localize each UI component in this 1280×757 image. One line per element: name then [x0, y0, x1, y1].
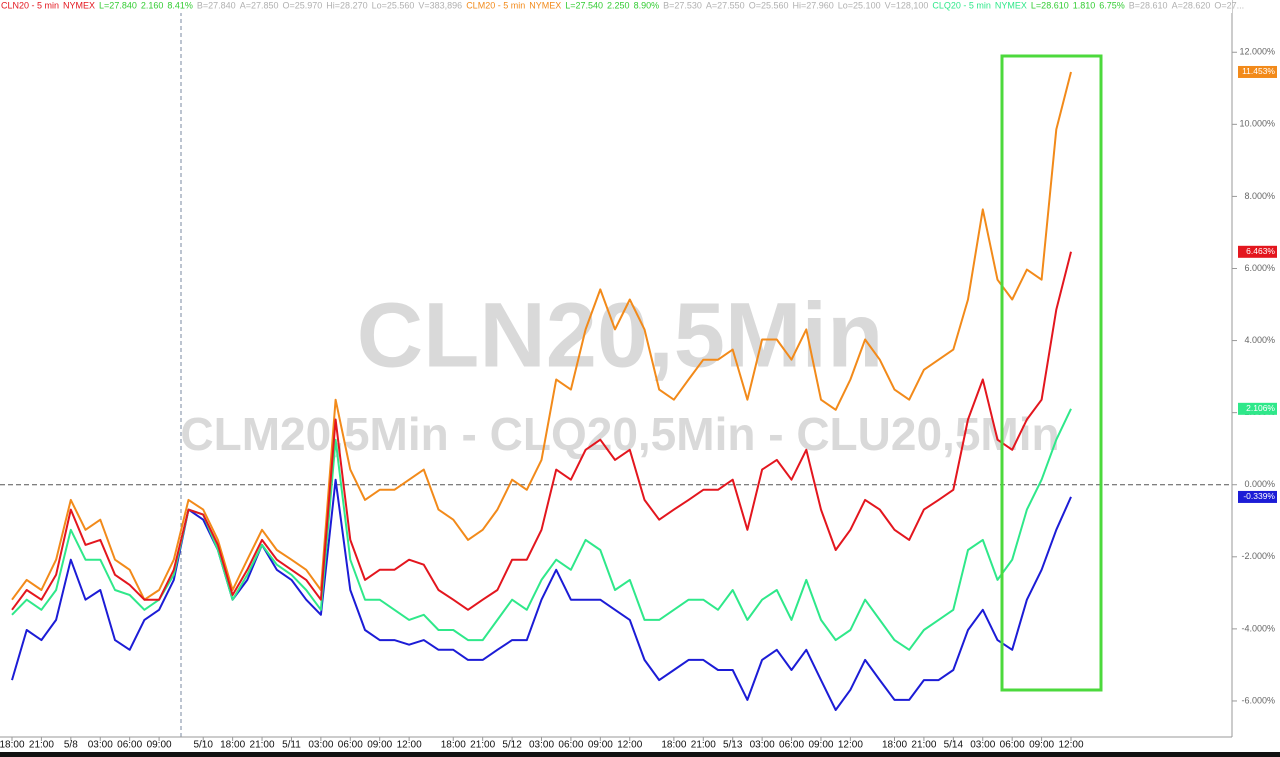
x-tick-label: 03:00	[88, 740, 113, 751]
y-tick-label: -6.000%	[1241, 695, 1275, 705]
x-tick-label: 06:00	[117, 740, 142, 751]
legend-quote: O=25.560	[749, 1, 789, 11]
legend-quote: Lo=25.560	[372, 1, 415, 11]
header-bg	[0, 0, 1232, 13]
x-tick-label: 5/14	[944, 740, 964, 751]
legend-quote: Hi=27.960	[792, 1, 833, 11]
y-tick-label: 10.000%	[1239, 119, 1275, 129]
value-label-box	[1238, 245, 1277, 258]
x-tick-label: 21:00	[250, 740, 275, 751]
watermark-text: CLM20,5Min - CLQ20,5Min - CLU20,5Min	[180, 408, 1059, 460]
legend-name: CLN20 - 5 min	[1, 1, 59, 11]
x-tick-label: 06:00	[558, 740, 583, 751]
y-tick-label: -2.000%	[1241, 551, 1275, 561]
value-label: 11.453%	[1242, 66, 1275, 76]
value-label: 2.106%	[1246, 403, 1275, 413]
x-tick-label: 5/13	[723, 740, 743, 751]
x-tick-label: 09:00	[808, 740, 833, 751]
y-tick-label: -4.000%	[1241, 623, 1275, 633]
legend-quote: Lo=25.100	[838, 1, 881, 11]
x-tick-label: 09:00	[1029, 740, 1054, 751]
x-tick-label: 5/10	[193, 740, 213, 751]
value-label: 6.463%	[1246, 246, 1275, 256]
x-tick-label: 21:00	[29, 740, 54, 751]
x-tick-label: 5/8	[64, 740, 78, 751]
x-tick-label: 06:00	[1000, 740, 1025, 751]
x-tick-label: 12:00	[617, 740, 642, 751]
x-tick-label: 06:00	[338, 740, 363, 751]
x-tick-label: 18:00	[661, 740, 686, 751]
y-tick-label: 8.000%	[1244, 191, 1275, 201]
y-tick-label: 6.000%	[1244, 263, 1275, 273]
legend-exchange: NYMEX	[995, 1, 1027, 11]
legend-quote: O=27...	[1214, 1, 1244, 11]
legend-quote: V=128,100	[885, 1, 929, 11]
legend-quote: A=27.850	[240, 1, 279, 11]
x-tick-label: 12:00	[397, 740, 422, 751]
header: CLN20 - 5 min NYMEX L=27.840 2.160 8.41% B=27…	[1, 1, 1244, 11]
x-tick-label: 09:00	[588, 740, 613, 751]
legend-quote: A=27.550	[706, 1, 745, 11]
watermark: CLN20,5Min CLM20,5Min - CLQ20,5Min - CLU2…	[180, 284, 1059, 460]
watermark-text: CLN20,5Min	[357, 284, 884, 386]
legend-quote: 2.250	[607, 1, 630, 11]
legend-exchange: NYMEX	[63, 1, 95, 11]
x-tick-label: 12:00	[838, 740, 863, 751]
y-tick-label: 4.000%	[1244, 335, 1275, 345]
y-tick-label: 0.000%	[1244, 479, 1275, 489]
axes: 12.000%10.000%8.000%6.000%4.000%2.000%0.…	[0, 47, 1277, 751]
y-tick-label: 12.000%	[1239, 47, 1275, 57]
legend-quote: 1.810	[1073, 1, 1096, 11]
legend-quote: L=27.840	[99, 1, 137, 11]
x-tick-label: 03:00	[529, 740, 554, 751]
legend-quote: B=27.530	[663, 1, 702, 11]
highlight-box	[1000, 54, 1103, 692]
x-tick-label: 03:00	[970, 740, 995, 751]
legend-exchange: NYMEX	[529, 1, 561, 11]
x-tick-label: 18:00	[220, 740, 245, 751]
legend-name: CLM20 - 5 min	[466, 1, 525, 11]
x-tick-label: 5/11	[282, 740, 301, 751]
bottom-bar	[0, 752, 1280, 757]
legend-quote: B=28.610	[1129, 1, 1168, 11]
x-tick-label: 5/12	[502, 740, 522, 751]
legend-quote: O=25.970	[283, 1, 323, 11]
x-tick-label: 21:00	[470, 740, 495, 751]
legend-name: CLQ20 - 5 min	[932, 1, 991, 11]
legend-quote: L=27.540	[565, 1, 603, 11]
legend-quote: 8.41%	[167, 1, 193, 11]
x-tick-label: 18:00	[0, 740, 25, 751]
legend-quote: L=28.610	[1031, 1, 1069, 11]
legend-quote: 2.160	[141, 1, 164, 11]
value-label-box	[1238, 490, 1277, 503]
legend-quote: V=383,896	[418, 1, 462, 11]
legend-quote: 8.90%	[634, 1, 660, 11]
legend-quote: 6.75%	[1099, 1, 1125, 11]
legend-quote: Hi=28.270	[326, 1, 367, 11]
value-label-box	[1238, 402, 1277, 415]
legend-quote: A=28.620	[1172, 1, 1211, 11]
x-tick-label: 09:00	[367, 740, 392, 751]
x-tick-label: 18:00	[882, 740, 907, 751]
x-tick-label: 21:00	[691, 740, 716, 751]
x-tick-label: 18:00	[441, 740, 466, 751]
x-tick-label: 06:00	[779, 740, 804, 751]
series-line	[11, 71, 1072, 601]
x-tick-label: 12:00	[1058, 740, 1083, 751]
series-line	[11, 251, 1072, 611]
x-tick-label: 09:00	[147, 740, 172, 751]
x-tick-label: 03:00	[308, 740, 333, 751]
x-tick-label: 03:00	[750, 740, 775, 751]
legend-quote: B=27.840	[197, 1, 236, 11]
value-label: -0.339%	[1243, 491, 1275, 501]
x-tick-label: 21:00	[911, 740, 936, 751]
value-label-box	[1238, 65, 1277, 78]
lines	[11, 71, 1072, 711]
y-axis-panel	[1232, 0, 1280, 737]
